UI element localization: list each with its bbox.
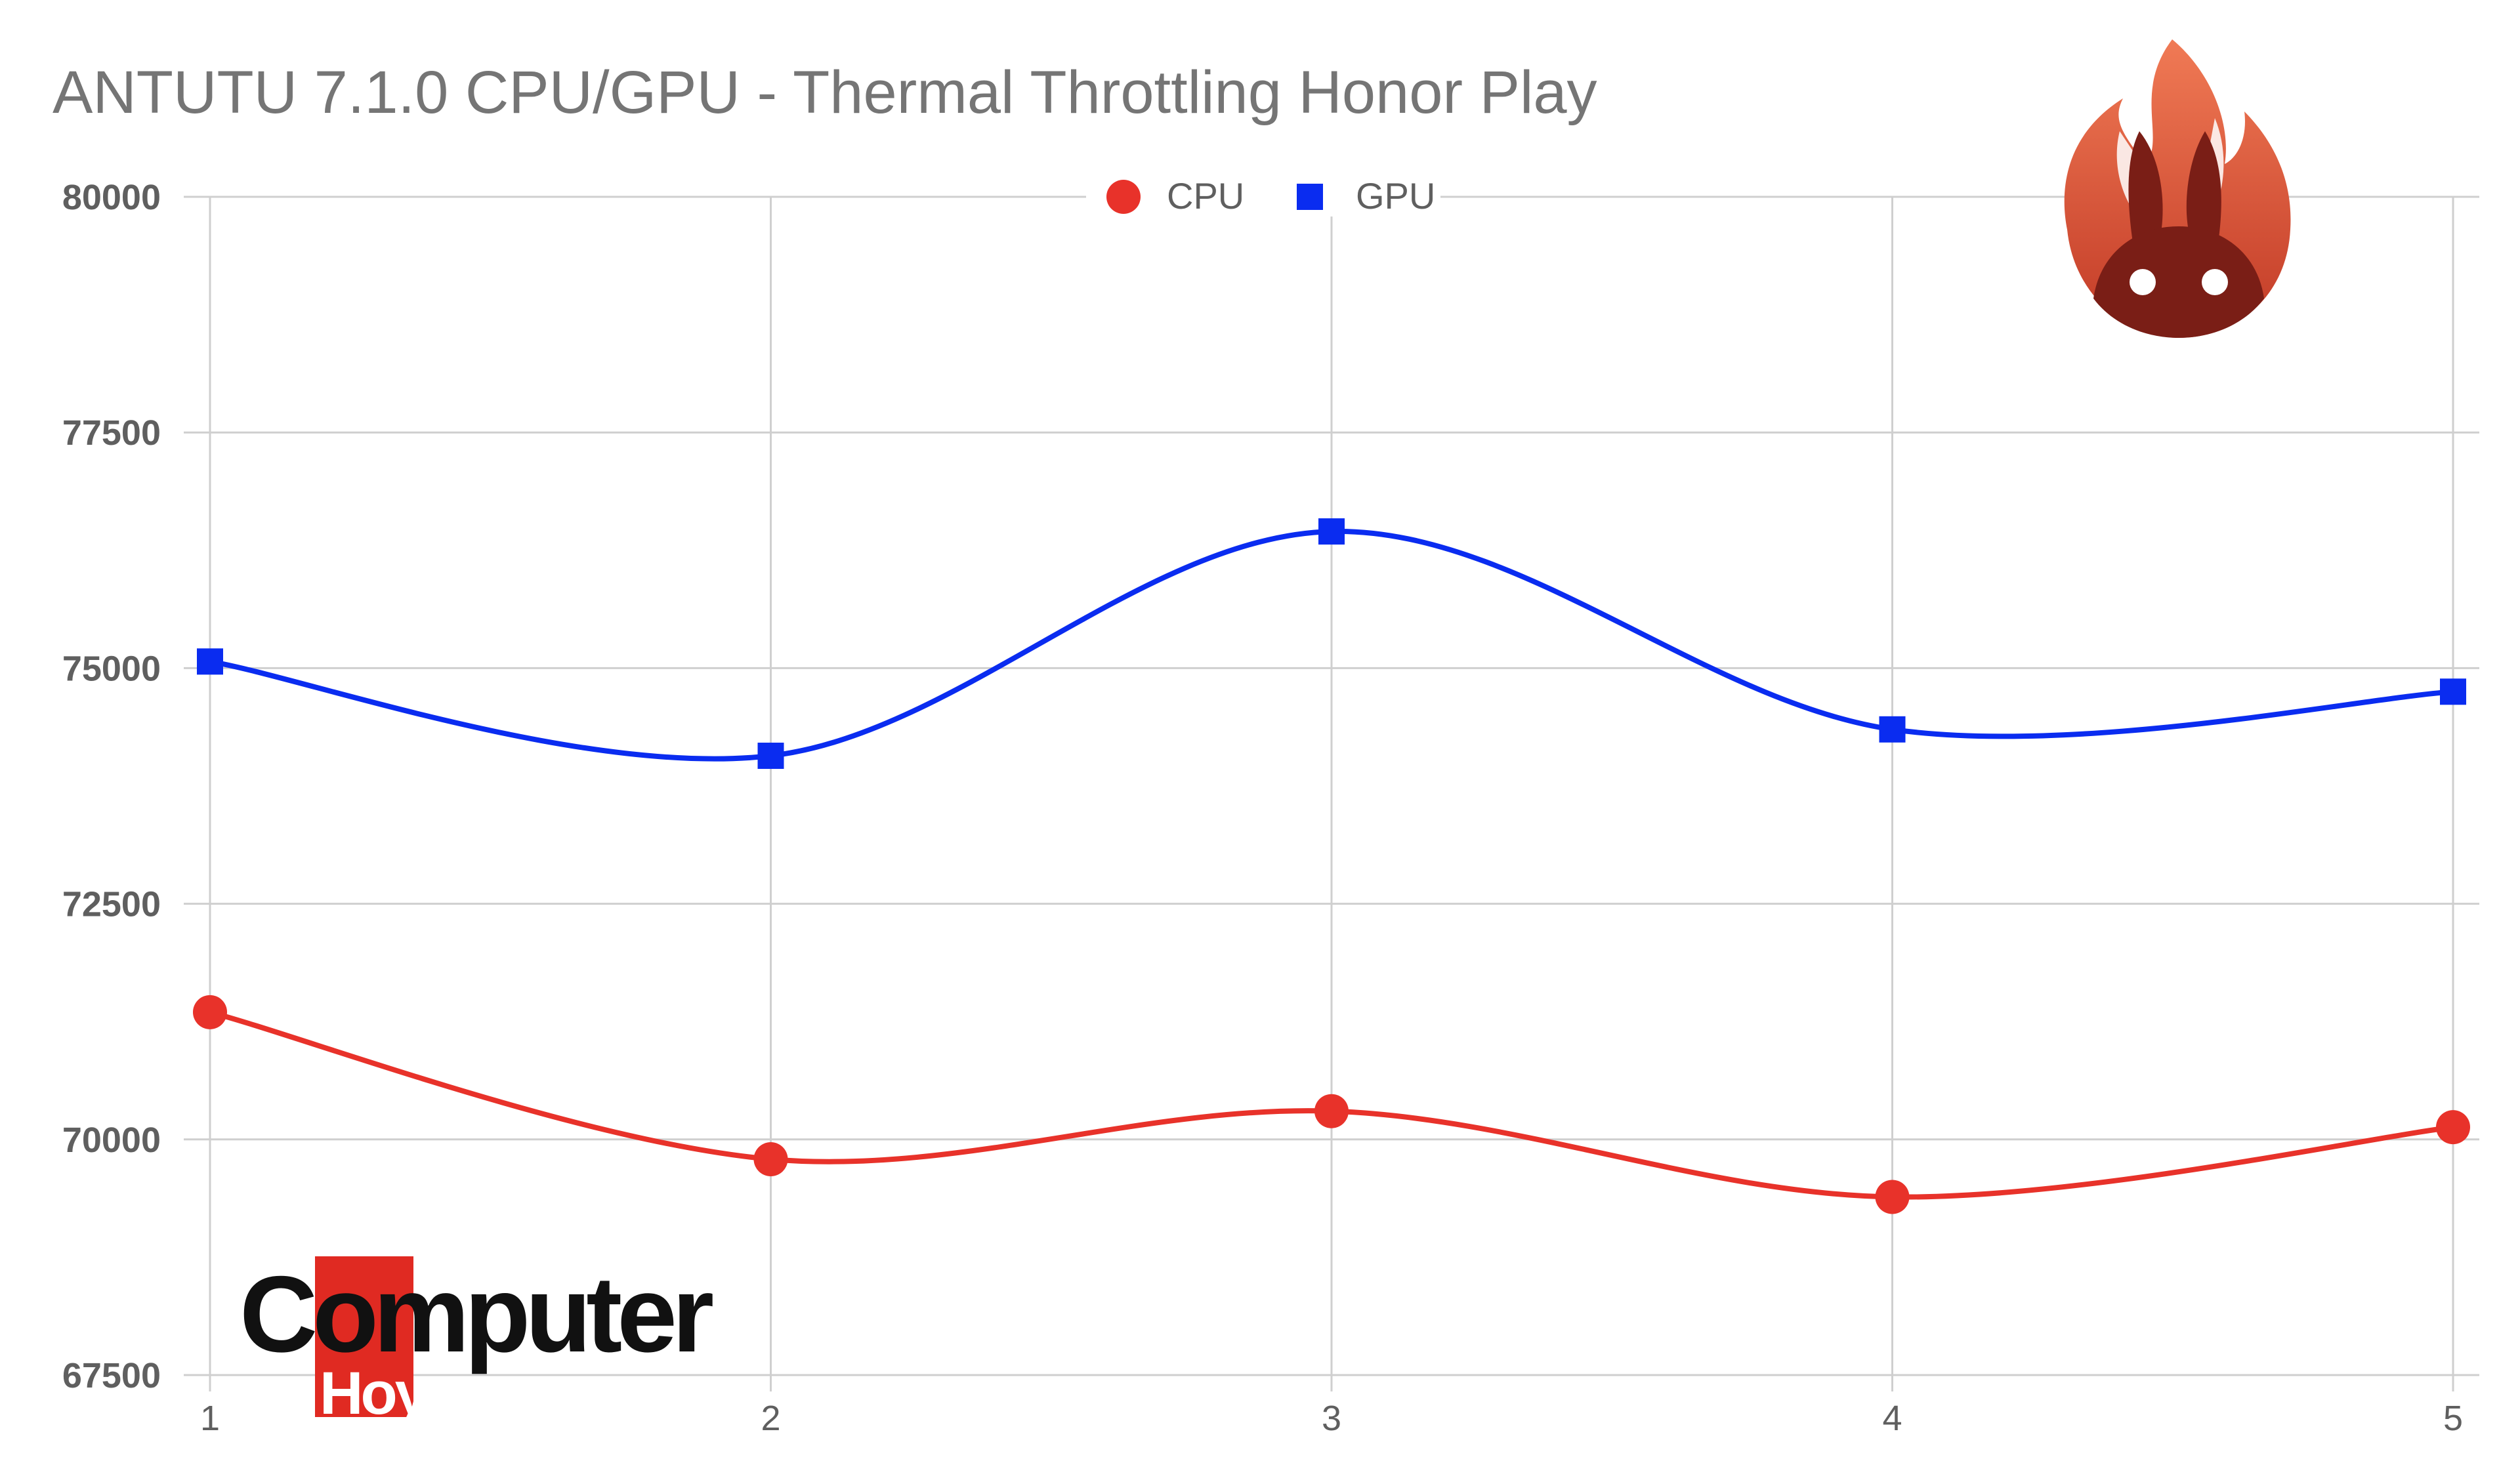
x-tick-label: 5 xyxy=(2443,1399,2463,1438)
data-point-cpu xyxy=(193,995,227,1029)
logo-hoy-word: Hoy xyxy=(320,1360,429,1427)
x-tick-label: 1 xyxy=(200,1399,220,1438)
x-axis: 1 2 3 4 5 xyxy=(200,1399,2463,1438)
y-tick-label: 75000 xyxy=(62,649,161,688)
legend: CPU GPU xyxy=(1086,175,1440,216)
legend-gpu-label: GPU xyxy=(1356,175,1435,216)
chart-title: ANTUTU 7.1.0 CPU/GPU - Thermal Throttlin… xyxy=(52,59,1597,126)
data-point-cpu xyxy=(1875,1180,1910,1214)
y-tick-label: 70000 xyxy=(62,1121,161,1160)
computer-hoy-logo: Computer Hoy xyxy=(240,1254,718,1427)
legend-cpu-marker xyxy=(1106,180,1141,214)
x-tick-label: 3 xyxy=(1322,1399,1341,1438)
data-point-gpu xyxy=(2440,678,2466,705)
y-tick-label: 67500 xyxy=(62,1356,161,1395)
grid xyxy=(184,196,2479,1391)
x-tick-label: 2 xyxy=(761,1399,780,1438)
y-tick-label: 77500 xyxy=(62,413,161,453)
y-axis: 80000 77500 75000 72500 70000 67500 xyxy=(62,178,161,1395)
data-point-gpu xyxy=(197,648,223,675)
data-point-cpu xyxy=(2436,1110,2470,1145)
data-point-cpu xyxy=(1314,1094,1349,1128)
y-tick-label: 72500 xyxy=(62,885,161,924)
legend-gpu-marker xyxy=(1297,184,1323,210)
y-tick-label: 80000 xyxy=(62,178,161,217)
data-point-gpu xyxy=(1318,518,1345,545)
data-point-gpu xyxy=(757,743,784,770)
x-tick-label: 4 xyxy=(1882,1399,1902,1438)
data-point-cpu xyxy=(753,1142,788,1176)
data-point-gpu xyxy=(1879,716,1906,743)
legend-cpu-label: CPU xyxy=(1167,175,1244,216)
series-layer xyxy=(193,518,2470,1214)
logo-computer-word: Computer xyxy=(240,1254,713,1374)
fire-rabbit-icon xyxy=(2064,39,2291,338)
